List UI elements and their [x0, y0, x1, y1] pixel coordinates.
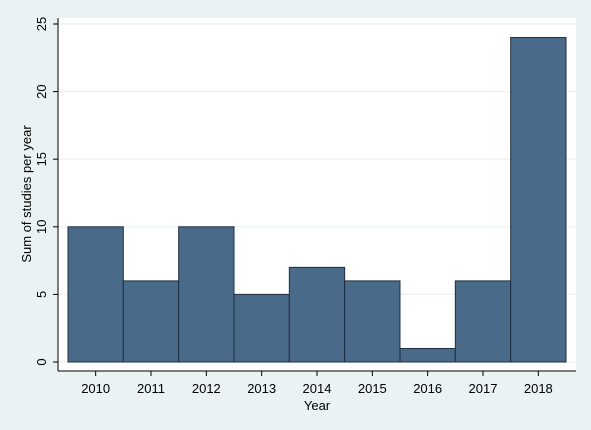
bar-2014	[288, 266, 346, 363]
x-tick-label-2012: 2012	[192, 381, 221, 396]
bars	[67, 37, 567, 363]
x-tick-label-2010: 2010	[81, 381, 110, 396]
bar-2011	[122, 280, 180, 363]
y-tick-label-3: 15	[34, 152, 49, 166]
x-axis-label: Year	[304, 398, 331, 413]
bar-2013	[233, 293, 290, 363]
y-axis-label: Sum of studies per year	[19, 125, 34, 263]
x-tick-label-2014: 2014	[303, 381, 332, 396]
y-tick-label-4: 20	[34, 84, 49, 98]
bar-2017	[454, 280, 512, 363]
x-tick-label-2016: 2016	[413, 381, 442, 396]
x-tick-label-2018: 2018	[524, 381, 553, 396]
bar-2015	[344, 280, 401, 363]
bar-2018	[510, 37, 567, 363]
axes: 0 5 10 15 20 25 2010 2011 2012 2013 2014 2015 2016 20…	[34, 17, 576, 396]
bar-2012	[178, 226, 235, 363]
x-tick-label-2015: 2015	[358, 381, 387, 396]
y-tick-label-1: 5	[34, 291, 49, 298]
x-tick-label-2011: 2011	[137, 381, 165, 396]
bar-2010	[67, 226, 124, 363]
x-tick-label-2013: 2013	[247, 381, 276, 396]
y-tick-label-2: 10	[34, 220, 49, 234]
bar-2016	[399, 347, 456, 363]
x-tick-label-2017: 2017	[469, 381, 498, 396]
y-tick-label-5: 25	[34, 17, 49, 31]
y-tick-label-0: 0	[34, 358, 49, 365]
